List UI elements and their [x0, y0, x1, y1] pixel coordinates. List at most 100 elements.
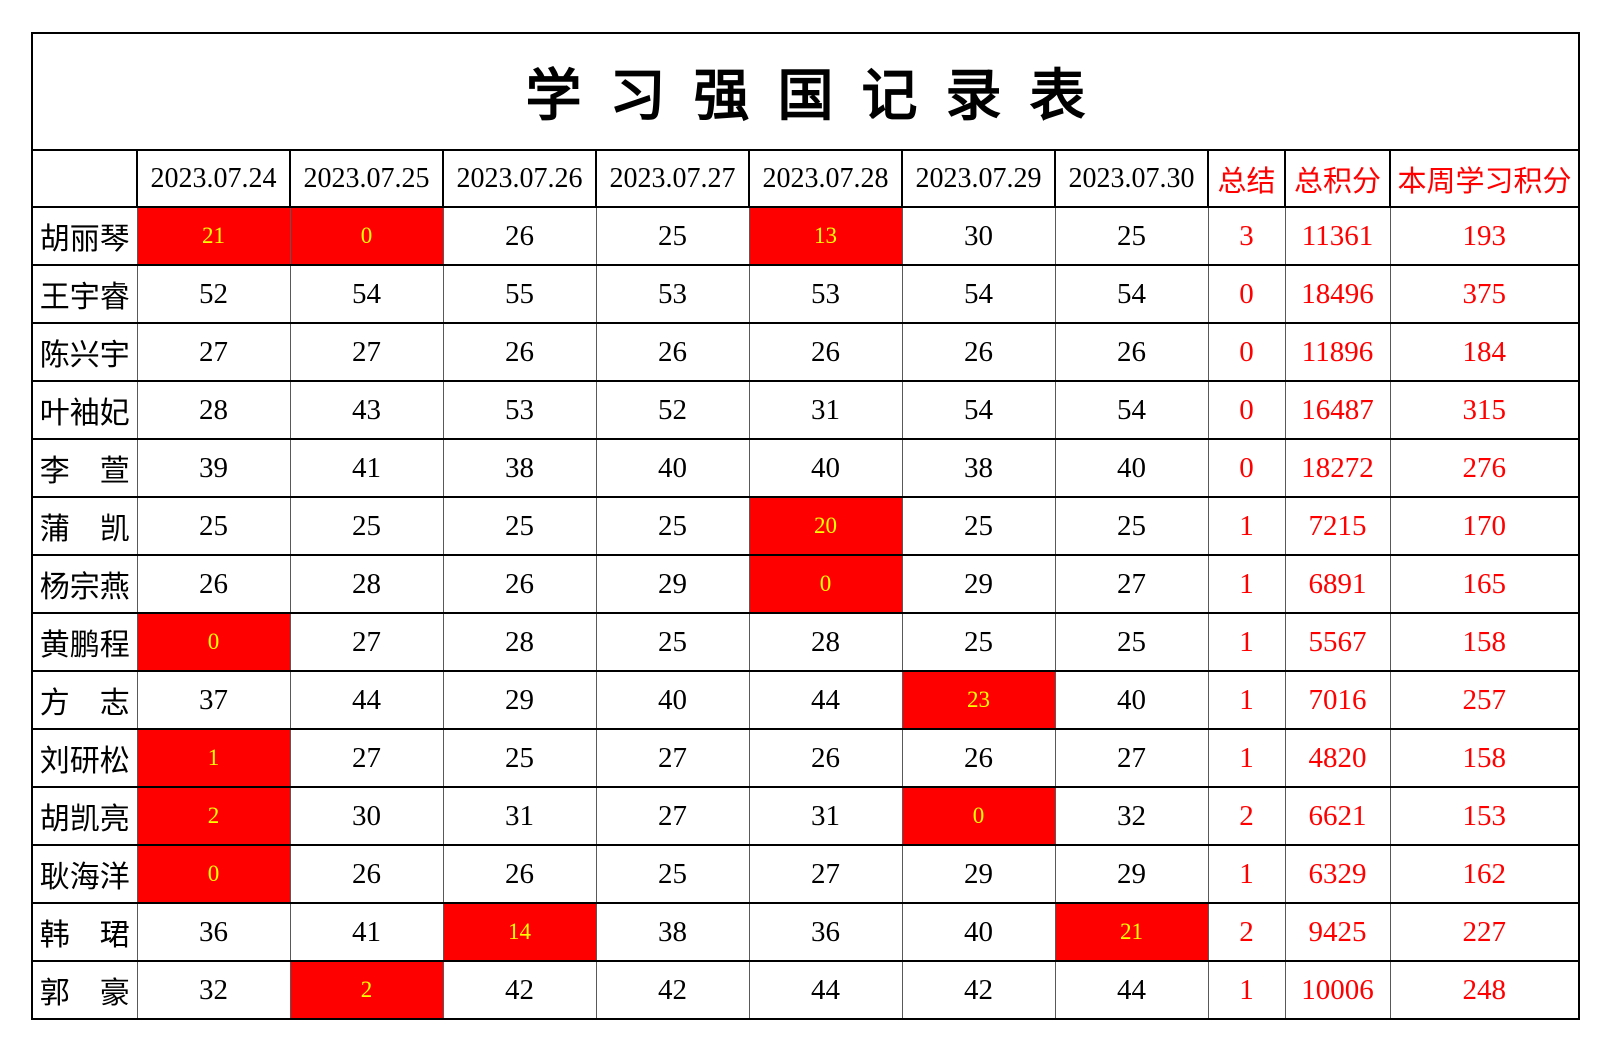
- summary-cell: 0: [1207, 264, 1286, 324]
- day-score-cell: 27: [136, 322, 291, 382]
- total-score-cell: 16487: [1284, 380, 1391, 440]
- summary-cell: 1: [1207, 960, 1286, 1020]
- week-score-cell: 153: [1389, 786, 1580, 846]
- student-name: 叶袖妃: [31, 380, 138, 440]
- student-name: 韩 珺: [31, 902, 138, 962]
- day-score-cell: 25: [289, 496, 444, 556]
- table-row: 蒲 凯 25 25 25 25 20 25 25 1 7215 170: [31, 496, 1580, 556]
- date-header: 2023.07.30: [1054, 149, 1209, 208]
- total-score-cell: 5567: [1284, 612, 1391, 672]
- day-score-cell: 55: [442, 264, 597, 324]
- table-row: 胡丽琴 21 0 26 25 13 30 25 3 11361 193: [31, 206, 1580, 266]
- week-score-header: 本周学习积分: [1388, 149, 1581, 208]
- day-score-cell: 25: [901, 496, 1056, 556]
- day-score-cell: 32: [1054, 786, 1209, 846]
- day-score-cell: 26: [748, 728, 903, 788]
- total-score-cell: 18496: [1284, 264, 1391, 324]
- day-score-cell: 30: [289, 786, 444, 846]
- day-score-cell: 38: [595, 902, 750, 962]
- week-score-cell: 276: [1389, 438, 1580, 498]
- date-header: 2023.07.27: [595, 149, 750, 208]
- table-row: 李 萱 39 41 38 40 40 38 40 0 18272 276: [31, 438, 1580, 498]
- day-score-cell: 26: [442, 844, 597, 904]
- day-score-cell: 54: [901, 264, 1056, 324]
- day-score-cell: 54: [901, 380, 1056, 440]
- total-score-cell: 6891: [1284, 554, 1391, 614]
- day-score-cell: 44: [1054, 960, 1209, 1020]
- day-score-cell: 31: [748, 380, 903, 440]
- day-score-cell: 26: [1054, 322, 1209, 382]
- day-score-cell: 21: [136, 206, 291, 266]
- day-score-cell: 54: [289, 264, 444, 324]
- day-score-cell: 29: [442, 670, 597, 730]
- table-body: 胡丽琴 21 0 26 25 13 30 25 3 11361 193 王宇睿 …: [31, 206, 1580, 1020]
- student-name: 蒲 凯: [31, 496, 138, 556]
- day-score-cell: 43: [289, 380, 444, 440]
- week-score-cell: 227: [1389, 902, 1580, 962]
- day-score-cell: 40: [748, 438, 903, 498]
- summary-cell: 1: [1207, 728, 1286, 788]
- day-score-cell: 28: [748, 612, 903, 672]
- summary-cell: 2: [1207, 786, 1286, 846]
- day-score-cell: 25: [1054, 612, 1209, 672]
- day-score-cell: 2: [136, 786, 291, 846]
- day-score-cell: 30: [901, 206, 1056, 266]
- table-row: 黄鹏程 0 27 28 25 28 25 25 1 5567 158: [31, 612, 1580, 672]
- week-score-cell: 158: [1389, 728, 1580, 788]
- day-score-cell: 26: [442, 554, 597, 614]
- day-score-cell: 26: [901, 322, 1056, 382]
- summary-cell: 1: [1207, 844, 1286, 904]
- day-score-cell: 27: [1054, 728, 1209, 788]
- day-score-cell: 25: [595, 844, 750, 904]
- day-score-cell: 27: [748, 844, 903, 904]
- day-score-cell: 27: [595, 786, 750, 846]
- summary-cell: 1: [1207, 496, 1286, 556]
- day-score-cell: 26: [442, 322, 597, 382]
- summary-cell: 0: [1207, 380, 1286, 440]
- total-score-cell: 7215: [1284, 496, 1391, 556]
- title-row: 学习强国记录表: [30, 32, 1581, 151]
- day-score-cell: 40: [595, 438, 750, 498]
- day-score-cell: 1: [136, 728, 291, 788]
- week-score-cell: 158: [1389, 612, 1580, 672]
- day-score-cell: 28: [289, 554, 444, 614]
- student-name: 杨宗燕: [31, 554, 138, 614]
- day-score-cell: 27: [289, 322, 444, 382]
- total-score-cell: 6621: [1284, 786, 1391, 846]
- day-score-cell: 27: [595, 728, 750, 788]
- day-score-cell: 25: [1054, 496, 1209, 556]
- day-score-cell: 40: [595, 670, 750, 730]
- week-score-cell: 257: [1389, 670, 1580, 730]
- student-name: 黄鹏程: [31, 612, 138, 672]
- summary-cell: 3: [1207, 206, 1286, 266]
- week-score-cell: 165: [1389, 554, 1580, 614]
- table-row: 韩 珺 36 41 14 38 36 40 21 2 9425 227: [31, 902, 1580, 962]
- day-score-cell: 25: [595, 206, 750, 266]
- day-score-cell: 2: [289, 960, 444, 1020]
- day-score-cell: 27: [1054, 554, 1209, 614]
- total-score-cell: 10006: [1284, 960, 1391, 1020]
- total-score-cell: 11896: [1284, 322, 1391, 382]
- day-score-cell: 53: [595, 264, 750, 324]
- day-score-cell: 25: [442, 728, 597, 788]
- week-score-cell: 162: [1389, 844, 1580, 904]
- page-title: 学习强国记录表: [30, 32, 1581, 151]
- day-score-cell: 29: [901, 844, 1056, 904]
- table-row: 杨宗燕 26 28 26 29 0 29 27 1 6891 165: [31, 554, 1580, 614]
- day-score-cell: 52: [595, 380, 750, 440]
- day-score-cell: 29: [901, 554, 1056, 614]
- table-row: 叶袖妃 28 43 53 52 31 54 54 0 16487 315: [31, 380, 1580, 440]
- table-row: 方 志 37 44 29 40 44 23 40 1 7016 257: [31, 670, 1580, 730]
- week-score-cell: 184: [1389, 322, 1580, 382]
- day-score-cell: 0: [289, 206, 444, 266]
- day-score-cell: 25: [595, 612, 750, 672]
- day-score-cell: 39: [136, 438, 291, 498]
- student-name: 胡丽琴: [31, 206, 138, 266]
- table-row: 陈兴宇 27 27 26 26 26 26 26 0 11896 184: [31, 322, 1580, 382]
- day-score-cell: 54: [1054, 380, 1209, 440]
- day-score-cell: 26: [136, 554, 291, 614]
- day-score-cell: 44: [289, 670, 444, 730]
- day-score-cell: 27: [289, 728, 444, 788]
- day-score-cell: 42: [595, 960, 750, 1020]
